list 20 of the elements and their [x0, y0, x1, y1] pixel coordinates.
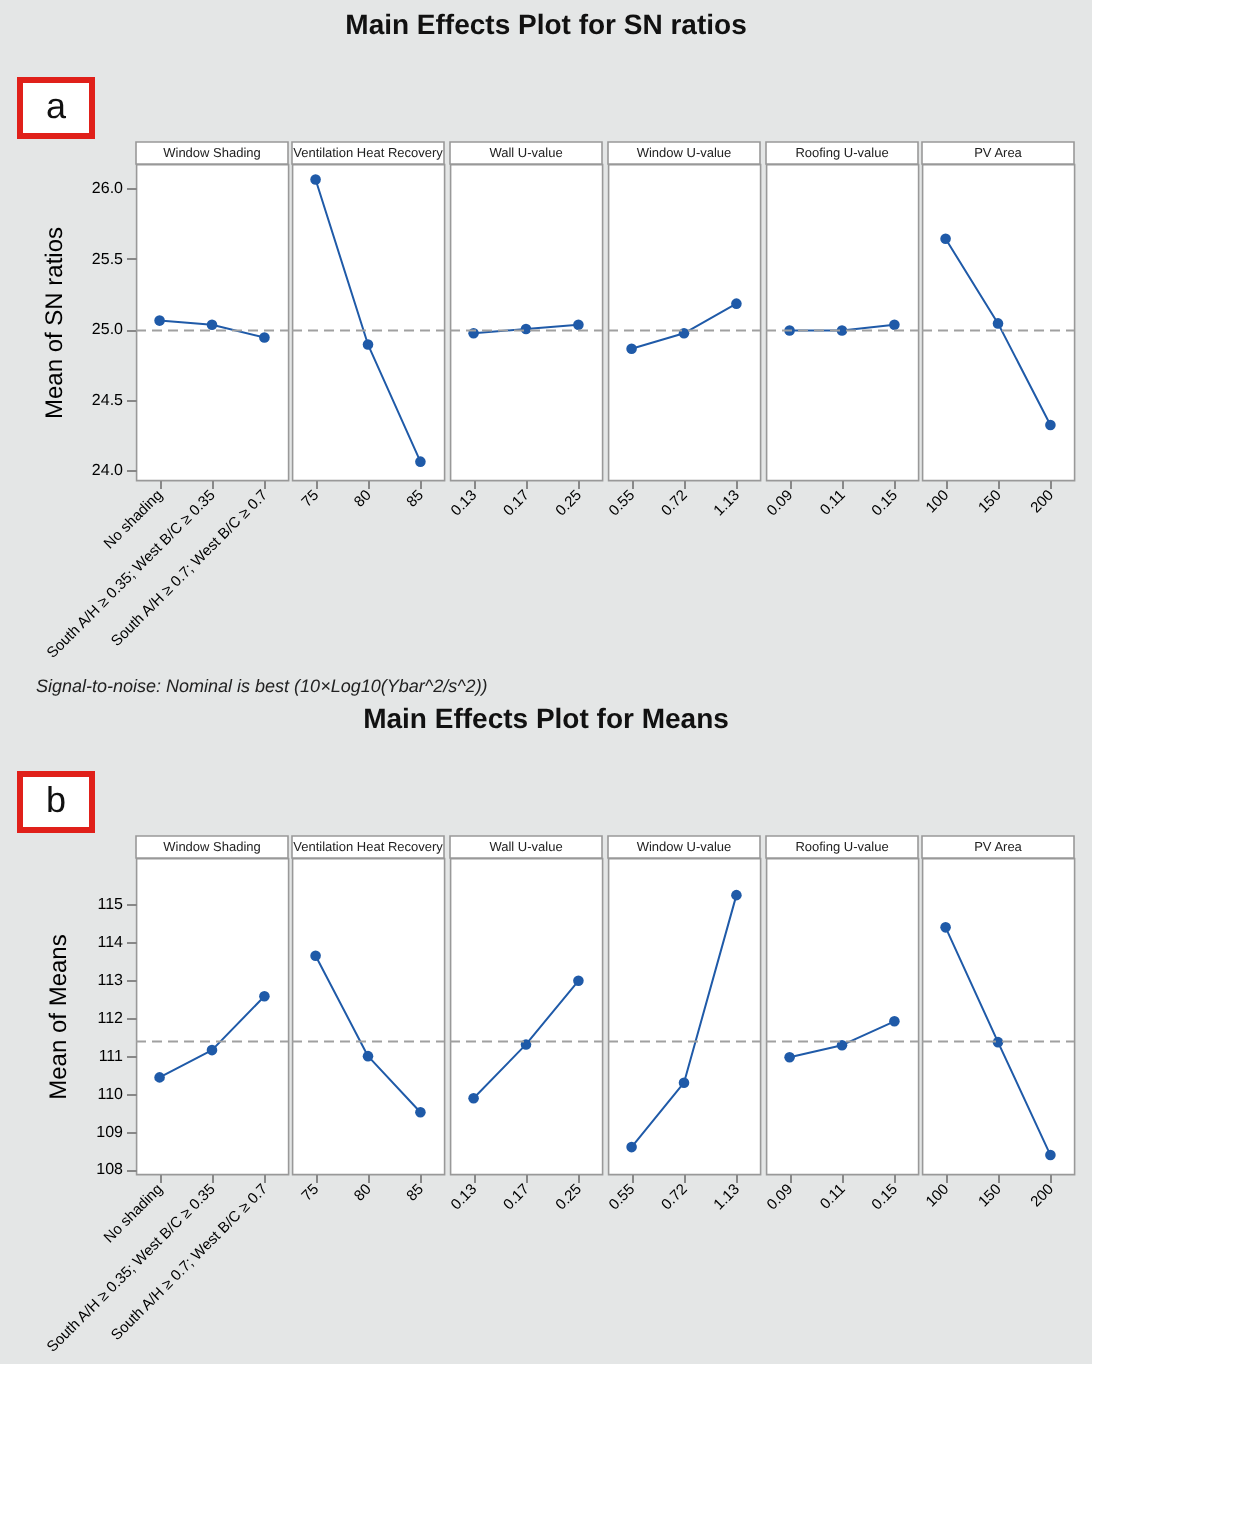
text: b — [45, 780, 67, 820]
y-tick-label: 108 — [96, 1160, 125, 1179]
y-tick-label: 25.5 — [91, 249, 125, 268]
y-tick-label: 24.0 — [91, 461, 125, 480]
y-axis-title: Mean of Means — [44, 934, 73, 1100]
y-tick-label: 114 — [97, 933, 125, 952]
text: a — [45, 86, 68, 126]
y-tick-label: 24.5 — [91, 390, 125, 409]
y-tick-label: 110 — [97, 1084, 125, 1103]
y-tick-label: 112 — [97, 1008, 125, 1027]
y-tick-label: 115 — [97, 895, 125, 914]
text: Signal-to-noise: Nominal is best (10×Log10(Ybar^2/s^2)) — [36, 676, 488, 696]
text: Main Effects Plot for Means — [363, 702, 730, 735]
y-tick-label: 26.0 — [91, 178, 125, 197]
y-axis-title: Mean of SN ratios — [39, 226, 68, 420]
y-tick-label: 113 — [97, 971, 125, 989]
y-tick-label: 111 — [98, 1046, 125, 1065]
y-tick-label: 109 — [96, 1122, 125, 1141]
text: Main Effects Plot for SN ratios — [345, 8, 748, 41]
y-tick-label: 25.0 — [91, 320, 125, 339]
